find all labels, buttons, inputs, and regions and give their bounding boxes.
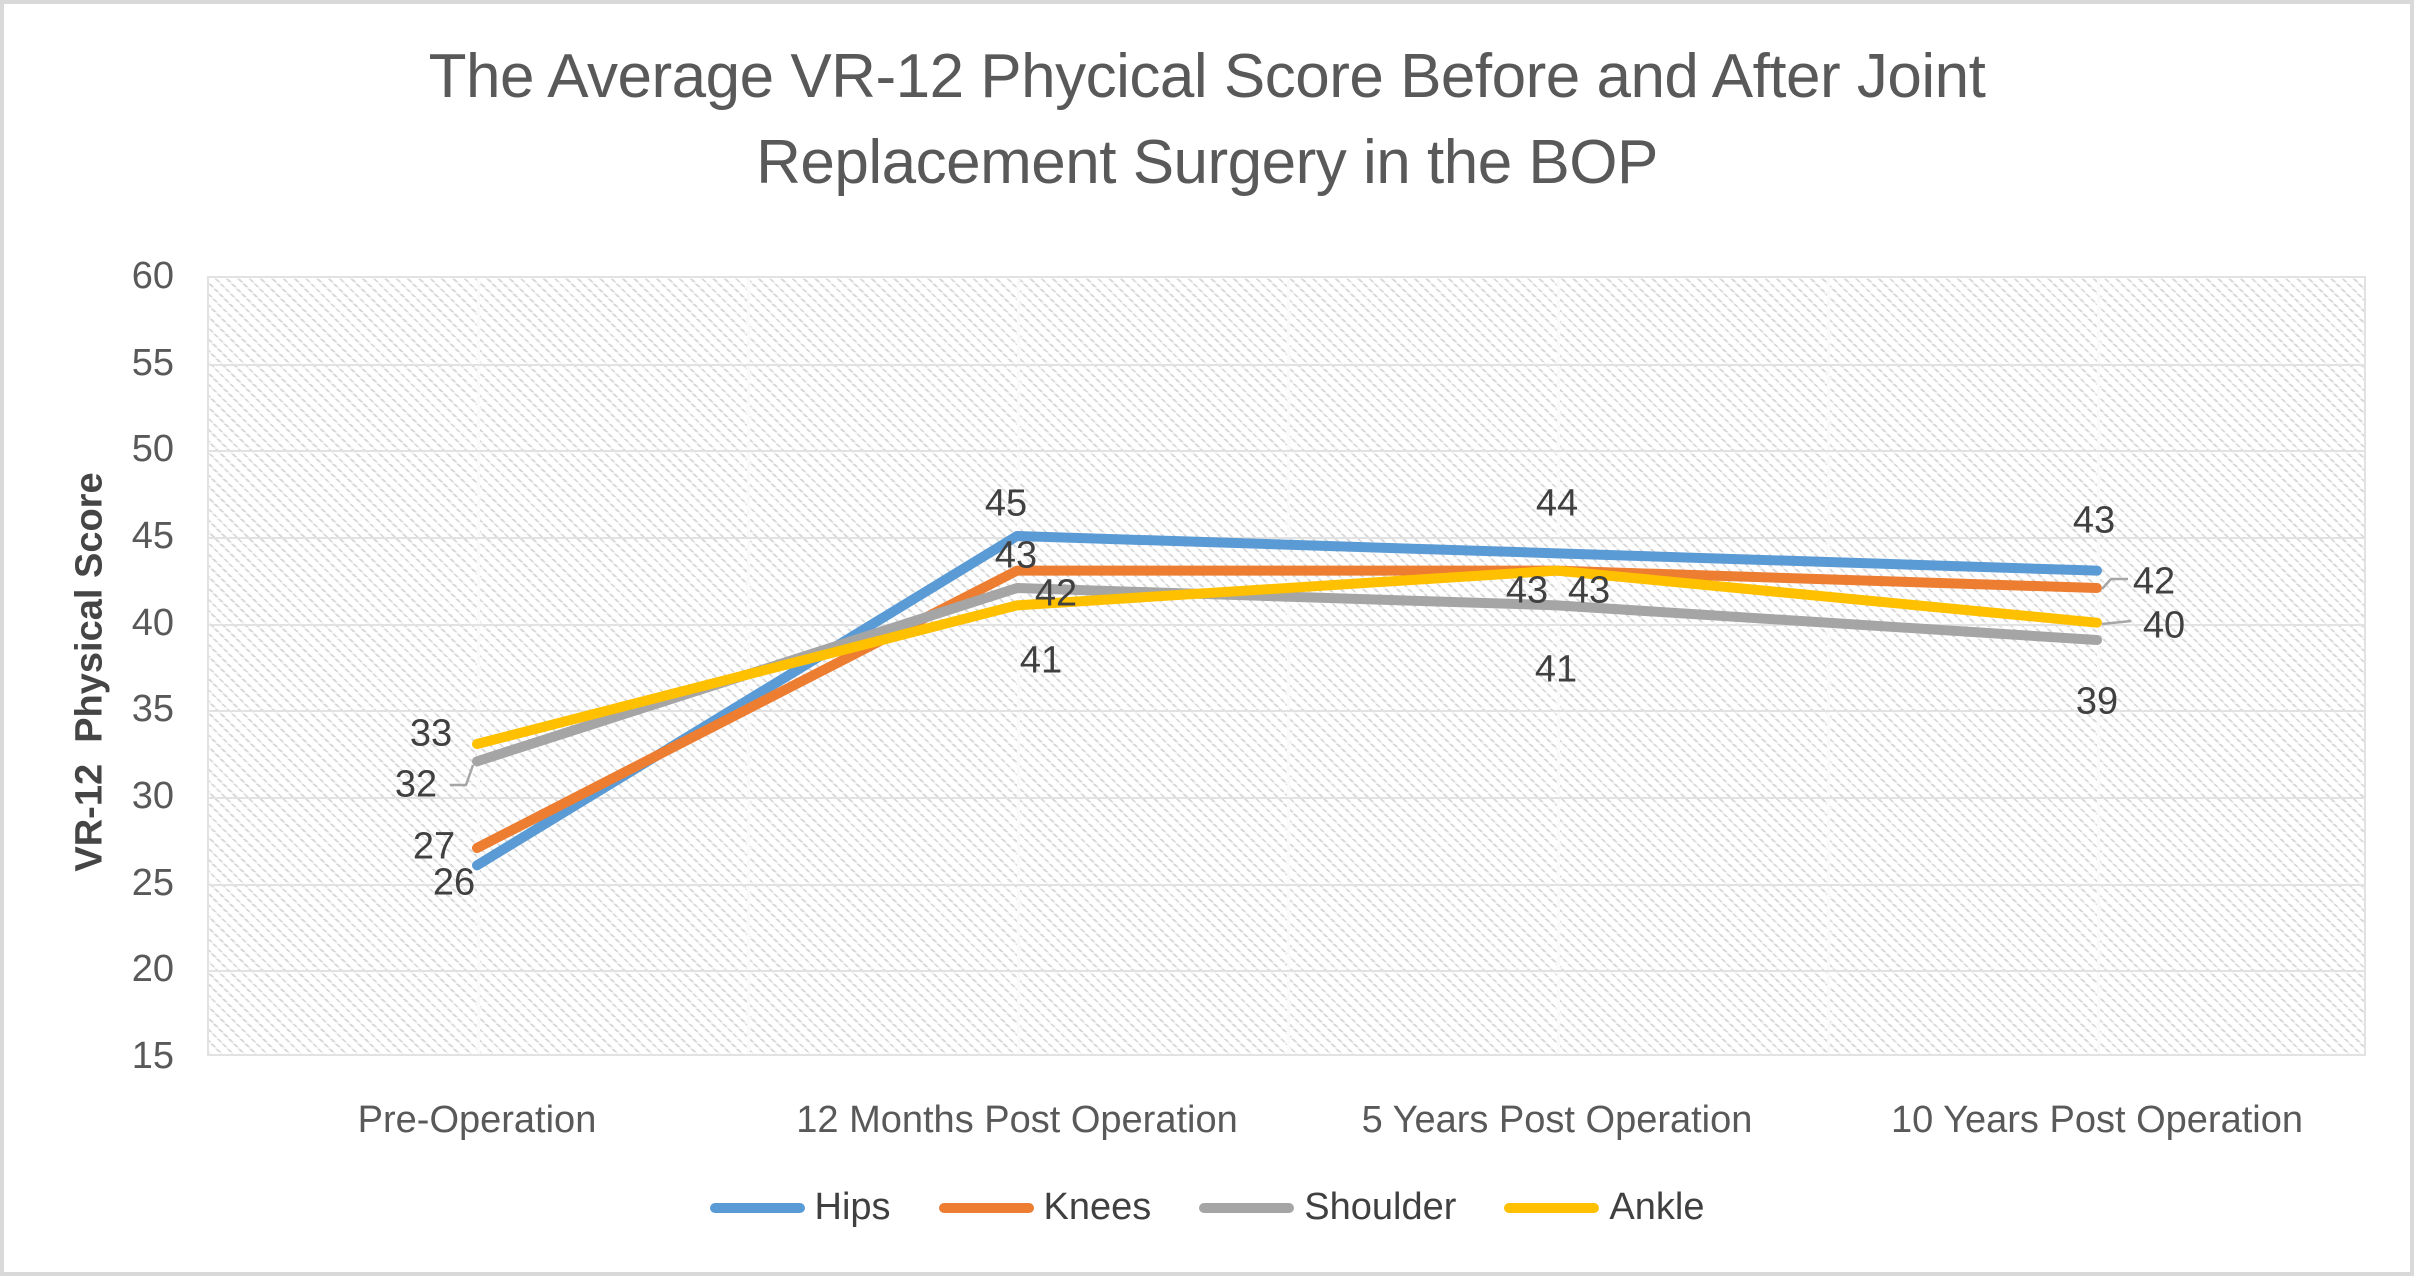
y-tick-label: 20 [131,948,174,991]
vertical-gridline [477,278,480,1054]
legend-item-ankle: Ankle [1504,1186,1704,1229]
data-label-shoulder-1: 42 [1034,572,1078,615]
data-label-knees-2: 43 [1505,569,1549,612]
legend-label-ankle: Ankle [1609,1186,1705,1228]
legend-item-shoulder: Shoulder [1199,1186,1456,1229]
horizontal-gridline [209,623,2364,626]
x-tick-label: 5 Years Post Operation [1361,1099,1753,1141]
y-tick-label: 45 [131,515,174,557]
data-label-shoulder-3: 39 [2075,680,2119,723]
y-tick-label: 60 [131,255,174,297]
x-tick-label: Pre-Operation [357,1099,597,1141]
legend-item-knees: Knees [938,1186,1152,1229]
horizontal-gridline [209,970,2364,973]
data-label-ankle-2: 43 [1567,569,1611,612]
y-tick-label: 35 [131,688,174,731]
legend-swatch-hips [709,1202,805,1213]
data-label-knees-3: 42 [2132,560,2176,603]
chart-title-line-2: Replacement Surgery in the BOP [756,128,1658,197]
y-tick-label: 50 [131,428,174,471]
legend-swatch-knees [938,1202,1034,1213]
vertical-gridline [747,278,750,1054]
data-label-hips-2: 44 [1535,482,1579,525]
legend-label-knees: Knees [1043,1186,1152,1228]
legend-item-hips: Hips [709,1186,891,1229]
y-tick-label: 55 [131,341,174,384]
vertical-gridline [1287,278,1290,1054]
chart-title-line-1: The Average VR-12 Phycical Score Before … [428,42,1986,111]
vertical-gridline [2097,278,2100,1054]
vertical-gridline [1827,278,1830,1054]
horizontal-gridline [209,537,2364,539]
x-tick-label: 12 Months Post Operation [796,1099,1238,1141]
data-label-hips-0: 26 [432,861,476,904]
legend-label-hips: Hips [814,1186,891,1228]
data-label-hips-1: 45 [984,482,1028,525]
data-label-ankle-0: 33 [409,712,453,755]
legend-label-shoulder: Shoulder [1304,1186,1457,1228]
y-tick-label: 40 [131,601,174,644]
chart-title: The Average VR-12 Phycical Score Before … [4,34,2410,206]
x-tick-label: 10 Years Post Operation [1891,1099,2303,1141]
legend-swatch-shoulder [1199,1202,1295,1213]
horizontal-gridline [209,883,2364,886]
data-label-knees-1: 43 [994,534,1038,577]
legend: Hips Knees Shoulder Ankle [4,1186,2410,1229]
data-label-shoulder-0: 32 [394,763,438,806]
plot-area [207,276,2366,1056]
horizontal-gridline [209,797,2364,799]
y-tick-label: 25 [131,861,174,904]
data-label-ankle-1: 41 [1019,639,1063,682]
legend-swatch-ankle [1504,1202,1600,1213]
data-label-hips-3: 43 [2072,499,2116,542]
y-tick-label: 15 [131,1035,174,1077]
horizontal-gridline [209,710,2364,713]
horizontal-gridline [209,363,2364,366]
data-label-ankle-3: 40 [2142,604,2186,647]
data-label-knees-0: 27 [412,825,456,868]
data-label-shoulder-2: 41 [1534,648,1578,691]
horizontal-gridline [209,450,2364,453]
y-tick-label: 30 [131,775,174,817]
